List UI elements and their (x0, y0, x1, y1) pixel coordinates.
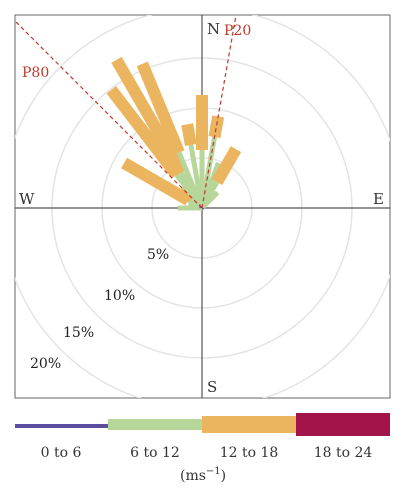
ring-label-5: 5% (147, 247, 169, 263)
legend-label-0: 0 to 6 (41, 445, 82, 461)
rose-bar-2-bin-2 (121, 157, 192, 206)
rose-bar-6-bin-2 (136, 61, 185, 155)
legend-label-3: 18 to 24 (314, 445, 373, 461)
p80-label: P80 (22, 65, 49, 81)
legend-swatch-2 (202, 416, 296, 433)
ring-label-10: 10% (104, 288, 135, 304)
ring-label-20: 20% (30, 356, 61, 372)
legend-label-2: 12 to 18 (220, 445, 279, 461)
rose-bar-13-bin-1 (200, 190, 220, 210)
legend-label-1: 6 to 12 (130, 445, 180, 461)
reference-line-p80 (15, 20, 203, 209)
legend-swatch-3 (296, 413, 390, 436)
rose-bar-5-bin-2 (111, 56, 187, 176)
legend-unit: (ms−1) (180, 466, 226, 484)
rose-bar-4-bin-2 (106, 86, 182, 179)
legend-swatch-1 (108, 419, 202, 430)
legend-swatch-0 (15, 424, 108, 428)
p20-label: P20 (224, 23, 251, 39)
rose-bar-7-bin-2 (181, 123, 197, 147)
north-label: N (207, 20, 220, 38)
rose-bar-10-bin-2 (208, 115, 225, 139)
rose-bar-12-bin-2 (211, 146, 242, 186)
south-label: S (207, 378, 217, 396)
ring-label-15: 15% (63, 325, 94, 341)
west-label: W (19, 190, 35, 208)
east-label: E (373, 190, 384, 208)
